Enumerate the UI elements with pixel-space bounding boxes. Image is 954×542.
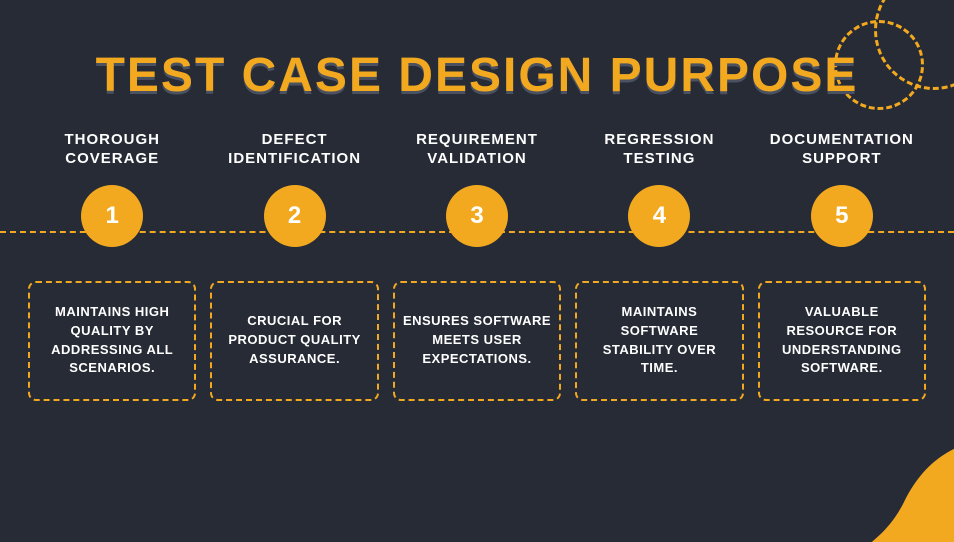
item-heading-line2: VALIDATION: [416, 150, 538, 169]
step-number: 3: [470, 202, 483, 230]
item-heading-line2: IDENTIFICATION: [228, 150, 361, 169]
item-description: MAINTAINS HIGH QUALITY BY ADDRESSING ALL…: [38, 303, 186, 378]
item-heading-line1: THOROUGH: [64, 131, 160, 150]
step-number: 1: [106, 202, 119, 230]
item-description: VALUABLE RESOURCE FOR UNDERSTANDING SOFT…: [768, 303, 916, 378]
step-number-circle: 2: [264, 185, 326, 247]
timeline-item-5: DOCUMENTATIONSUPPORT 5 VALUABLE RESOURCE F…: [758, 103, 926, 542]
item-heading-line2: TESTING: [604, 150, 714, 169]
item-description-box: MAINTAINS SOFTWARE STABILITY OVER TIME.: [575, 281, 743, 401]
item-heading-line2: SUPPORT: [770, 150, 914, 169]
step-number-circle: 5: [811, 185, 873, 247]
item-heading-line1: DOCUMENTATION: [770, 131, 914, 150]
item-description: CRUCIAL FOR PRODUCT QUALITY ASSURANCE.: [220, 312, 368, 369]
step-number-circle: 3: [446, 185, 508, 247]
item-heading: DEFECTIDENTIFICATION: [228, 103, 361, 169]
step-number: 2: [288, 202, 301, 230]
item-description: ENSURES SOFTWARE MEETS USER EXPECTATIONS…: [403, 312, 551, 369]
item-heading-line1: DEFECT: [228, 131, 361, 150]
item-heading: REQUIREMENTVALIDATION: [416, 103, 538, 169]
timeline-columns: THOROUGHCOVERAGE 1 MAINTAINS HIGH QUALITY …: [28, 103, 926, 542]
item-heading-line1: REQUIREMENT: [416, 131, 538, 150]
content-area: TEST CASE DESIGN PURPOSE TEST CASE DESIG…: [0, 0, 954, 542]
step-number: 5: [835, 202, 848, 230]
timeline-item-2: DEFECTIDENTIFICATION 2 CRUCIAL FOR PRODUCT…: [210, 103, 378, 542]
item-description-box: VALUABLE RESOURCE FOR UNDERSTANDING SOFT…: [758, 281, 926, 401]
item-heading: DOCUMENTATIONSUPPORT: [770, 103, 914, 169]
timeline-item-3: REQUIREMENTVALIDATION 3 ENSURES SOFTWARE M…: [393, 103, 561, 542]
step-number-circle: 4: [628, 185, 690, 247]
title-text: TEST CASE DESIGN PURPOSE: [96, 49, 859, 102]
item-description-box: CRUCIAL FOR PRODUCT QUALITY ASSURANCE.: [210, 281, 378, 401]
item-description-box: ENSURES SOFTWARE MEETS USER EXPECTATIONS…: [393, 281, 561, 401]
timeline-item-1: THOROUGHCOVERAGE 1 MAINTAINS HIGH QUALITY …: [28, 103, 196, 542]
page-title: TEST CASE DESIGN PURPOSE TEST CASE DESIG…: [0, 48, 954, 103]
item-heading-line1: REGRESSION: [604, 131, 714, 150]
timeline: THOROUGHCOVERAGE 1 MAINTAINS HIGH QUALITY …: [0, 103, 954, 542]
item-description: MAINTAINS SOFTWARE STABILITY OVER TIME.: [585, 303, 733, 378]
item-heading: THOROUGHCOVERAGE: [64, 103, 160, 169]
item-heading: REGRESSIONTESTING: [604, 103, 714, 169]
step-number: 4: [653, 202, 666, 230]
item-description-box: MAINTAINS HIGH QUALITY BY ADDRESSING ALL…: [28, 281, 196, 401]
timeline-item-4: REGRESSIONTESTING 4 MAINTAINS SOFTWARE STA…: [575, 103, 743, 542]
item-heading-line2: COVERAGE: [64, 150, 160, 169]
step-number-circle: 1: [81, 185, 143, 247]
